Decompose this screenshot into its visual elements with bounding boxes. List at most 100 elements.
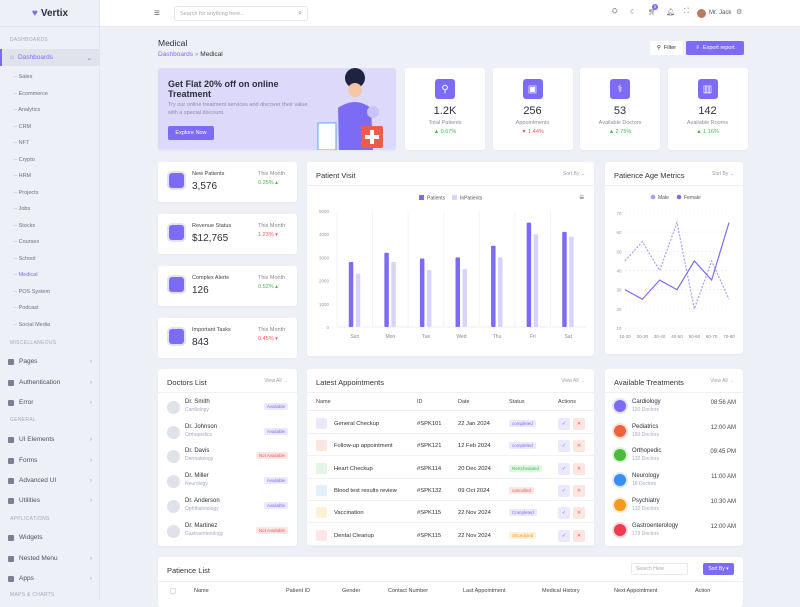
sidebar-subitem[interactable]: Courses [14, 239, 39, 245]
sidebar-item[interactable]: Advanced UI › [8, 477, 92, 484]
sidebar-item[interactable]: Authentication › [8, 379, 92, 386]
sidebar-item[interactable]: Forms › [8, 457, 92, 464]
menu-toggle-icon[interactable]: ≡ [154, 8, 160, 19]
sidebar-item[interactable]: UI Elements › [8, 436, 92, 443]
legend-label[interactable]: Female [684, 195, 701, 201]
logo[interactable]: ♥ Vertix [0, 0, 100, 27]
sidebar-subitem[interactable]: HRM [14, 173, 32, 179]
approve-button[interactable]: ✓ [558, 462, 570, 475]
bar-patients[interactable] [348, 262, 354, 327]
sidebar-subitem[interactable]: Stocks [14, 223, 36, 229]
cart-icon[interactable]: 🛒︎ [648, 9, 657, 16]
fullscreen-icon[interactable]: ⛶ [684, 8, 689, 15]
moon-icon[interactable]: ☾ [630, 9, 637, 16]
reject-button[interactable]: ✕ [573, 462, 585, 475]
bar-patients[interactable] [491, 245, 496, 327]
sidebar-subitem[interactable]: Medical [14, 272, 38, 278]
view-all-link[interactable]: View All → [561, 378, 585, 384]
bar-inpatients[interactable] [355, 273, 361, 327]
bar-patients[interactable] [562, 231, 567, 327]
doctor-name[interactable]: Dr. Martinez [185, 522, 218, 529]
user-name[interactable]: Mr. Jack [709, 10, 732, 16]
sidebar-subitem[interactable]: Podcast [14, 305, 39, 311]
sidebar-subitem[interactable]: Sales [14, 74, 33, 80]
sidebar-subitem[interactable]: NFT [14, 140, 30, 146]
treatment-name[interactable]: Orthopedic [632, 448, 662, 455]
sort-by-button[interactable]: Sort By ▾ [703, 563, 734, 575]
sidebar-subitem[interactable]: CRM [14, 124, 32, 130]
approve-button[interactable]: ✓ [558, 529, 570, 542]
sidebar-item[interactable]: Pages › [8, 358, 92, 365]
bar-inpatients[interactable] [533, 234, 539, 327]
breadcrumb-current: Medical [200, 51, 223, 58]
patient-visit-card: Patient Visit Sort By ⌄ ≡ 0 1000 2000 3000 4… [307, 162, 594, 356]
reject-button[interactable]: ✕ [573, 418, 585, 430]
bell-icon[interactable]: 🔔︎ [666, 9, 675, 16]
sort-by-dropdown[interactable]: Sort By ⌄ [563, 171, 585, 177]
chart-menu-icon[interactable]: ≡ [579, 193, 584, 202]
sort-by-dropdown[interactable]: Sort By ⌄ [712, 171, 734, 177]
search-input[interactable]: Search for anything here... ⌕ [174, 6, 308, 21]
legend-label[interactable]: Male [658, 195, 669, 201]
bar-inpatients[interactable] [498, 257, 503, 327]
treatment-name[interactable]: Neurology [632, 473, 660, 480]
view-all-link[interactable]: View All → [710, 378, 734, 384]
sidebar-item[interactable]: Utilities › [8, 497, 92, 504]
avatar[interactable] [697, 9, 706, 18]
bar-inpatients[interactable] [391, 262, 396, 327]
gear-icon[interactable]: ⚙ [736, 9, 743, 16]
treatment-name[interactable]: Cardiology [632, 399, 661, 405]
x-tick: Wed [456, 334, 466, 340]
bar-patients[interactable] [419, 258, 425, 327]
bar-patients[interactable] [455, 257, 461, 327]
breadcrumb-link[interactable]: Dashboards [158, 51, 194, 58]
reject-button[interactable]: ✕ [573, 529, 585, 542]
export-report-button[interactable]: ⇩ Export report [686, 41, 744, 55]
reject-button[interactable]: ✕ [573, 440, 585, 453]
line-male[interactable] [624, 220, 730, 312]
approve-button[interactable]: ✓ [558, 418, 570, 430]
treatment-name[interactable]: Psychiatry [632, 497, 660, 504]
bar-inpatients[interactable] [462, 269, 468, 327]
approve-button[interactable]: ✓ [558, 484, 570, 497]
sidebar-item[interactable]: Nested Menu › [8, 555, 92, 562]
sidebar-subitem[interactable]: Jobs [14, 206, 31, 212]
sidebar-subitem[interactable]: Crypto [14, 157, 35, 163]
legend-label[interactable]: InPatients [460, 196, 483, 202]
reject-button[interactable]: ✕ [573, 484, 585, 497]
doctor-name[interactable]: Dr. Smith [185, 399, 210, 405]
sidebar-subitem[interactable]: Social Media [14, 322, 51, 328]
bar-inpatients[interactable] [569, 236, 574, 327]
doctor-name[interactable]: Dr. Anderson [185, 497, 220, 504]
doctor-name[interactable]: Dr. Johnson [185, 423, 218, 430]
sidebar-item[interactable]: Widgets [8, 534, 92, 541]
treatment-name[interactable]: Gastroenterology [632, 522, 679, 529]
legend-label[interactable]: Patients [427, 196, 446, 202]
line-female[interactable] [624, 222, 730, 301]
treatment-count: 132 Doctors [632, 505, 659, 512]
appointment-icon [316, 462, 327, 474]
bar-patients[interactable] [384, 252, 389, 327]
patient-search-input[interactable]: Search Here [631, 563, 688, 575]
sidebar-item-dashboards[interactable]: ⌂ Dashboards ⌄ [0, 49, 100, 66]
sidebar-item[interactable]: Error › [8, 399, 92, 406]
sidebar-subitem[interactable]: Ecommerce [14, 91, 48, 97]
explore-now-button[interactable]: Explore Now [168, 126, 214, 140]
bar-inpatients[interactable] [426, 270, 432, 327]
sidebar-item[interactable]: Apps › [8, 575, 92, 582]
doctor-name[interactable]: Dr. Miller [185, 473, 209, 480]
approve-button[interactable]: ✓ [558, 507, 570, 520]
sidebar-subitem[interactable]: School [14, 256, 36, 262]
doctor-name[interactable]: Dr. Davis [185, 448, 210, 455]
select-all-checkbox[interactable] [170, 588, 176, 594]
sidebar-subitem[interactable]: Projects [14, 190, 39, 196]
sidebar-subitem[interactable]: Analytics [14, 107, 40, 113]
view-all-link[interactable]: View All → [264, 378, 288, 384]
reject-button[interactable]: ✕ [573, 507, 585, 520]
translate-icon[interactable]: ⛭ [612, 8, 618, 15]
bar-patients[interactable] [526, 222, 532, 327]
treatment-name[interactable]: Pediatrics [632, 423, 659, 430]
filter-button[interactable]: ⚲ Filter [650, 41, 683, 55]
approve-button[interactable]: ✓ [558, 440, 570, 453]
sidebar-subitem[interactable]: POS System [14, 289, 50, 295]
